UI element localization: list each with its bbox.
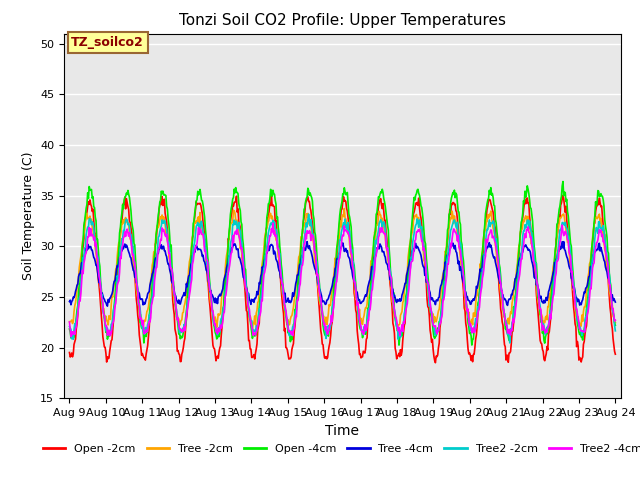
Tree2 -4cm	[132, 277, 140, 283]
Tree -2cm	[187, 251, 195, 257]
Open -4cm	[395, 342, 403, 348]
Open -4cm	[132, 256, 140, 262]
Tree2 -4cm	[67, 334, 75, 339]
Tree2 -4cm	[269, 220, 276, 226]
Tree -4cm	[66, 299, 74, 304]
Tree2 -4cm	[611, 317, 619, 323]
Text: TZ_soilco2: TZ_soilco2	[71, 36, 144, 49]
Tree -4cm	[410, 248, 418, 254]
Open -2cm	[431, 360, 439, 366]
Tree -4cm	[188, 260, 196, 266]
Legend: Open -2cm, Tree -2cm, Open -4cm, Tree -4cm, Tree2 -2cm, Tree2 -4cm: Open -2cm, Tree -2cm, Open -4cm, Tree -4…	[38, 440, 640, 458]
Tree -2cm	[216, 312, 223, 317]
Tree -2cm	[410, 216, 418, 222]
Line: Tree -4cm: Tree -4cm	[70, 241, 615, 306]
Open -4cm	[76, 282, 83, 288]
Tree2 -2cm	[611, 328, 619, 334]
Tree2 -2cm	[132, 268, 140, 274]
Line: Tree2 -2cm: Tree2 -2cm	[70, 214, 615, 343]
Tree -4cm	[303, 239, 311, 244]
Open -4cm	[410, 202, 417, 207]
Open -4cm	[66, 326, 74, 332]
Tree2 -2cm	[66, 324, 74, 329]
Line: Open -2cm: Open -2cm	[70, 195, 615, 363]
Open -2cm	[559, 192, 567, 198]
Tree -2cm	[132, 272, 140, 278]
Line: Open -4cm: Open -4cm	[70, 181, 615, 345]
Tree -4cm	[76, 271, 83, 277]
Open -2cm	[76, 296, 83, 302]
Tree -4cm	[426, 290, 434, 296]
Open -4cm	[216, 331, 223, 337]
Open -2cm	[66, 349, 74, 355]
Tree2 -2cm	[426, 303, 433, 309]
Tree -2cm	[611, 320, 619, 325]
Tree -2cm	[66, 319, 74, 324]
Title: Tonzi Soil CO2 Profile: Upper Temperatures: Tonzi Soil CO2 Profile: Upper Temperatur…	[179, 13, 506, 28]
Tree -2cm	[426, 307, 434, 312]
Tree -2cm	[340, 205, 348, 211]
Tree2 -2cm	[76, 295, 83, 300]
Open -2cm	[132, 283, 140, 288]
Tree2 -2cm	[506, 340, 514, 346]
Tree2 -4cm	[410, 246, 418, 252]
Line: Tree -2cm: Tree -2cm	[70, 208, 615, 330]
Tree2 -2cm	[187, 270, 195, 276]
Tree2 -2cm	[410, 235, 417, 240]
Open -2cm	[216, 345, 223, 351]
Open -4cm	[187, 252, 195, 258]
Tree -4cm	[217, 293, 225, 299]
Open -2cm	[187, 261, 195, 266]
Tree -2cm	[76, 264, 83, 270]
Open -2cm	[409, 222, 417, 228]
Open -2cm	[425, 305, 433, 311]
Y-axis label: Soil Temperature (C): Soil Temperature (C)	[22, 152, 35, 280]
Tree2 -2cm	[305, 211, 312, 217]
Tree2 -4cm	[66, 319, 74, 325]
Open -4cm	[611, 323, 619, 328]
Tree2 -2cm	[216, 329, 223, 335]
Tree -4cm	[104, 303, 111, 309]
Line: Tree2 -4cm: Tree2 -4cm	[70, 223, 615, 336]
X-axis label: Time: Time	[325, 424, 360, 438]
Tree2 -4cm	[76, 298, 84, 304]
Open -4cm	[426, 294, 433, 300]
Tree -4cm	[611, 299, 619, 305]
Tree2 -4cm	[188, 276, 196, 282]
Open -4cm	[559, 179, 567, 184]
Tree -4cm	[132, 280, 140, 286]
Tree2 -4cm	[426, 300, 434, 306]
Open -2cm	[611, 351, 619, 357]
Tree2 -4cm	[217, 322, 225, 328]
Tree -2cm	[248, 327, 256, 333]
